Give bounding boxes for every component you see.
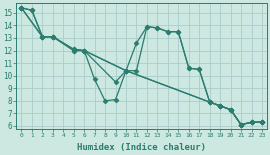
X-axis label: Humidex (Indice chaleur): Humidex (Indice chaleur) xyxy=(77,143,206,152)
